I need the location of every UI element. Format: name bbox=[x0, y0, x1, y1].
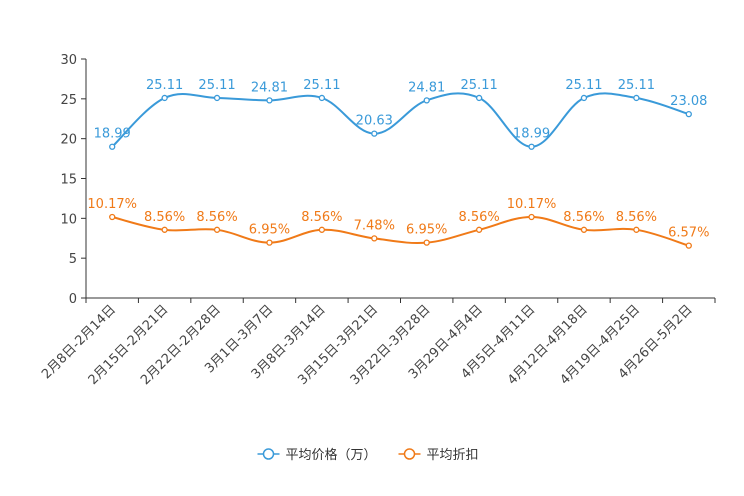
series-1: 18.99 25.11 25.11 24.81 25.11 20.63 24.81 25.11… bbox=[94, 78, 707, 150]
data-point[interactable] bbox=[318, 226, 326, 233]
data-label: 8.56% bbox=[458, 210, 499, 225]
data-point[interactable] bbox=[161, 94, 168, 102]
data-point[interactable] bbox=[685, 242, 692, 249]
data-point[interactable] bbox=[423, 239, 430, 246]
data-label: 7.48% bbox=[354, 218, 395, 233]
data-point[interactable] bbox=[423, 97, 430, 104]
data-label: 20.63 bbox=[356, 114, 393, 129]
y-tick-label: 25 bbox=[60, 93, 77, 108]
data-label: 10.17% bbox=[507, 197, 557, 212]
data-point[interactable] bbox=[109, 143, 116, 150]
x-axis-ticks: 2月8日-2月14日2月15日-2月21日2月22日-2月28日3月1日-3月7… bbox=[39, 298, 716, 388]
y-axis-ticks: 0 5 10 15 20 25 30 bbox=[60, 53, 86, 307]
data-point[interactable] bbox=[528, 213, 535, 221]
data-label: 23.08 bbox=[670, 94, 707, 109]
legend-swatch-marker bbox=[262, 448, 275, 460]
legend-swatch-marker bbox=[403, 448, 416, 460]
legend[interactable]: 平均价格（万） 平均折扣 bbox=[257, 447, 479, 463]
data-label: 8.56% bbox=[196, 210, 237, 225]
data-point[interactable] bbox=[213, 226, 221, 233]
data-label: 18.99 bbox=[513, 127, 550, 142]
data-point[interactable] bbox=[580, 226, 588, 233]
y-tick-label: 0 bbox=[69, 292, 77, 307]
y-tick-label: 5 bbox=[69, 252, 77, 267]
data-label: 25.11 bbox=[461, 78, 498, 93]
data-label: 6.95% bbox=[406, 223, 447, 238]
data-point[interactable] bbox=[371, 130, 378, 137]
data-point[interactable] bbox=[161, 226, 168, 233]
data-label: 25.11 bbox=[565, 78, 602, 93]
data-point[interactable] bbox=[475, 226, 483, 233]
data-point[interactable] bbox=[266, 239, 273, 246]
data-label: 18.99 bbox=[94, 127, 131, 142]
series-line bbox=[111, 92, 690, 148]
data-point[interactable] bbox=[580, 94, 588, 102]
data-label: 8.56% bbox=[616, 210, 657, 225]
legend-item-1[interactable]: 平均价格（万） bbox=[257, 447, 377, 463]
data-label: 25.11 bbox=[303, 78, 340, 93]
data-label: 25.11 bbox=[198, 78, 235, 93]
data-point[interactable] bbox=[266, 97, 273, 104]
series-line bbox=[111, 215, 690, 247]
data-point[interactable] bbox=[213, 94, 221, 102]
data-point[interactable] bbox=[109, 213, 116, 221]
y-tick-label: 15 bbox=[60, 173, 77, 188]
data-label: 8.56% bbox=[301, 210, 342, 225]
data-point[interactable] bbox=[475, 94, 483, 102]
data-label: 6.95% bbox=[249, 223, 290, 238]
legend-label: 平均价格（万） bbox=[286, 447, 377, 463]
data-label: 24.81 bbox=[251, 80, 288, 95]
data-label: 25.11 bbox=[618, 78, 655, 93]
y-tick-label: 30 bbox=[60, 53, 77, 68]
y-tick-label: 10 bbox=[60, 212, 77, 227]
data-label: 8.56% bbox=[563, 210, 604, 225]
legend-item-2[interactable]: 平均折扣 bbox=[398, 448, 479, 463]
data-point[interactable] bbox=[528, 143, 535, 150]
data-point[interactable] bbox=[371, 235, 378, 242]
data-label: 25.11 bbox=[146, 78, 183, 93]
series-group: 18.99 25.11 25.11 24.81 25.11 20.63 24.81 25.11… bbox=[87, 78, 709, 249]
data-point[interactable] bbox=[685, 110, 692, 118]
series-2: 10.17% 8.56% 8.56% 6.95% 8.56% 7.48% 6.95% 8.56… bbox=[87, 197, 709, 249]
data-point[interactable] bbox=[318, 94, 326, 102]
data-label: 8.56% bbox=[144, 210, 185, 225]
data-label: 6.57% bbox=[668, 226, 709, 241]
legend-label: 平均折扣 bbox=[427, 448, 479, 463]
data-point[interactable] bbox=[633, 226, 640, 233]
y-tick-label: 20 bbox=[60, 133, 77, 148]
data-label: 24.81 bbox=[408, 80, 445, 95]
data-point[interactable] bbox=[633, 94, 640, 102]
data-label: 10.17% bbox=[87, 197, 137, 212]
